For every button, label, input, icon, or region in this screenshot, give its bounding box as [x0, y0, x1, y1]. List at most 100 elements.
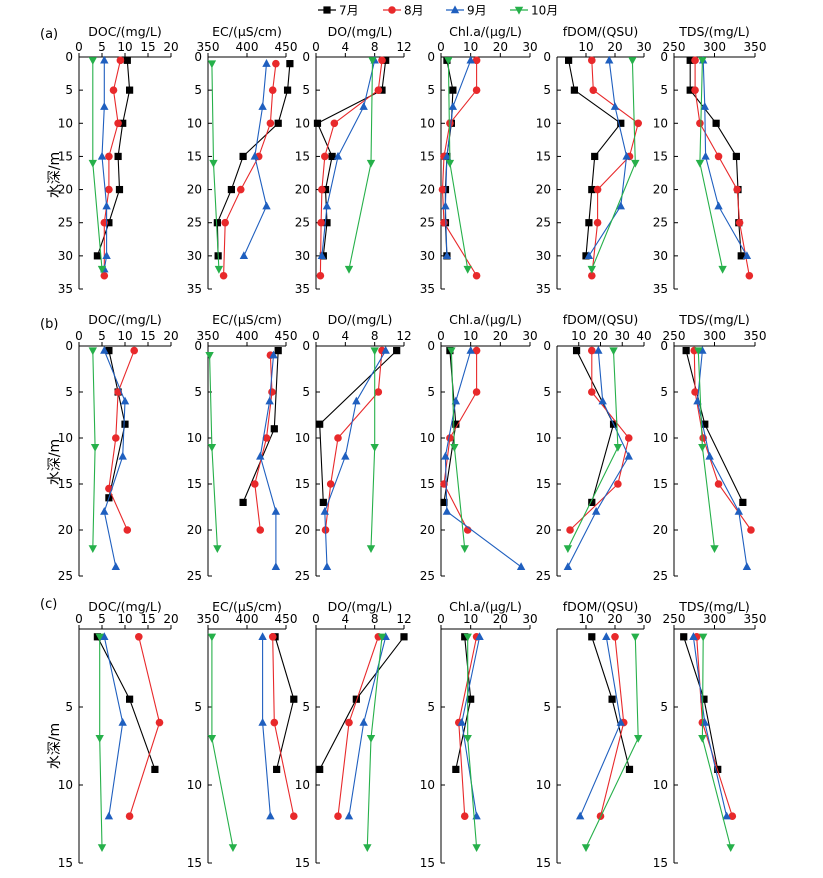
series-10月: [695, 57, 727, 274]
data-point: [262, 59, 271, 67]
data-point: [694, 347, 703, 356]
legend: 7月 8月 9月 10月: [318, 4, 558, 18]
y-tick-label: 0: [65, 339, 73, 353]
series-10月: [587, 57, 640, 274]
y-tick-label: 10: [420, 778, 435, 792]
data-point: [452, 765, 460, 773]
series-8月: [316, 56, 386, 280]
x-tick-label: 10: [117, 40, 132, 54]
data-point: [221, 218, 229, 227]
data-point: [572, 347, 581, 355]
subplot-title: DOC/(mg/L): [88, 24, 161, 39]
subplot-chla: Chl.a/(μg/L) 0 10 20 30 0 5 10 15 20 25 30 35: [420, 24, 538, 296]
series-7月: [213, 60, 294, 260]
data-point: [624, 451, 633, 460]
series-10月: [207, 633, 238, 852]
series-line: [324, 350, 387, 567]
data-point: [317, 251, 327, 260]
data-point: [587, 265, 596, 274]
series-line: [569, 350, 630, 531]
series-7月: [271, 633, 298, 773]
series-9月: [563, 346, 633, 570]
data-point: [472, 86, 481, 94]
y-tick-label: 25: [420, 216, 435, 230]
subplot-do: DO/(mg/L) 0 4 8 12 5 10 15: [295, 599, 412, 870]
series-line: [444, 350, 522, 568]
data-point: [734, 507, 743, 515]
data-point: [228, 844, 238, 852]
data-point: [368, 57, 377, 65]
data-point: [631, 159, 640, 168]
data-point: [359, 718, 368, 726]
x-tick-label: 250: [663, 40, 686, 54]
data-point: [448, 102, 458, 110]
y-tick-label: 5: [660, 385, 668, 399]
data-point: [682, 347, 690, 355]
data-point: [256, 526, 265, 534]
y-tick-label: 20: [187, 183, 202, 197]
subplot-chla: Chl.a/(μg/L) 0 10 20 30 0 5 10 15 20 25: [420, 312, 538, 583]
subplot-ec: EC/(μS/cm)350 400 450 5 10 15: [187, 599, 298, 870]
x-tick-label: 15: [140, 329, 155, 343]
data-point: [400, 633, 408, 641]
x-tick-label: 0: [437, 329, 445, 343]
y-tick-label: 10: [187, 116, 202, 130]
data-point: [119, 119, 127, 127]
data-point: [584, 251, 594, 260]
series-9月: [344, 632, 390, 820]
data-point: [239, 152, 247, 161]
data-point: [100, 271, 109, 280]
data-point: [273, 765, 281, 773]
data-point: [700, 102, 709, 110]
data-point: [698, 57, 707, 65]
y-tick-label: 5: [660, 700, 668, 714]
series-line: [348, 636, 387, 817]
data-point: [616, 201, 625, 210]
legend-marker: [514, 6, 524, 15]
data-point: [262, 201, 271, 210]
y-tick-label: 25: [187, 216, 202, 230]
data-point: [258, 102, 267, 110]
y-tick-label: 10: [653, 431, 668, 445]
data-point: [441, 451, 450, 460]
legend-label: 8月: [404, 4, 424, 18]
x-tick-label: 0: [75, 612, 83, 626]
data-point: [316, 765, 324, 773]
series-8月: [588, 56, 642, 280]
data-point: [442, 251, 452, 260]
data-point: [207, 60, 217, 69]
x-tick-label: 12: [396, 40, 411, 54]
data-point: [444, 57, 453, 65]
data-point: [732, 152, 740, 161]
subplot-title: Chl.a/(μg/L): [449, 24, 522, 39]
series-9月: [584, 55, 631, 260]
data-point: [624, 434, 633, 442]
data-point: [123, 56, 131, 64]
subplot-doc: DOC/(mg/L) 0 5 10 15 20 5 10 15: [58, 599, 179, 870]
data-point: [591, 507, 601, 515]
data-point: [563, 562, 573, 570]
series-line: [319, 636, 405, 770]
y-tick-label: 5: [660, 83, 668, 97]
data-point: [344, 265, 354, 274]
legend-marker: [323, 6, 331, 14]
x-tick-label: 30: [615, 329, 630, 343]
data-point: [588, 271, 596, 280]
x-tick-label: 10: [571, 329, 586, 343]
data-point: [95, 633, 104, 642]
data-point: [472, 271, 481, 280]
data-point: [576, 811, 585, 820]
y-tick-label: 0: [302, 50, 310, 64]
y-tick-label: 10: [653, 116, 668, 130]
data-point: [737, 252, 745, 260]
data-point: [634, 119, 642, 128]
data-point: [634, 735, 643, 743]
x-tick-label: 20: [593, 329, 608, 343]
y-tick-label: 5: [65, 385, 73, 399]
data-point: [283, 86, 292, 94]
panel-label: (c): [40, 597, 57, 612]
x-tick-label: 8: [371, 329, 379, 343]
series-line: [441, 60, 478, 276]
y-tick-label: 10: [187, 778, 202, 792]
data-point: [330, 119, 339, 128]
